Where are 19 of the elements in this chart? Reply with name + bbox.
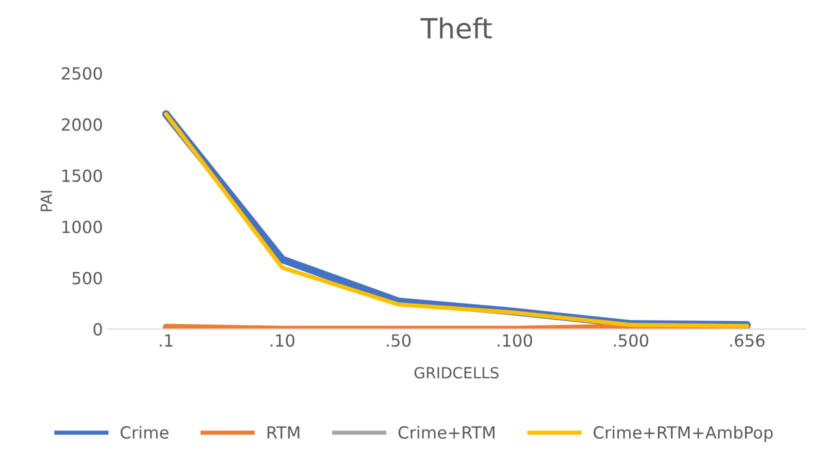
y-tick-label: 2500 — [62, 67, 102, 80]
legend-label: RTM — [268, 426, 300, 439]
x-tick-label: .10 — [270, 334, 294, 347]
y-tick-label: 500 — [72, 272, 102, 284]
y-tick-label: 1500 — [62, 169, 102, 182]
y-tick-label: 1000 — [62, 220, 102, 234]
x-tick-label: .100 — [498, 334, 532, 347]
x-tick-label: .1 — [160, 334, 172, 347]
x-axis-title: GRIDCELLS — [414, 366, 499, 379]
legend-label: Crime — [120, 426, 168, 439]
x-tick-label: .656 — [730, 334, 765, 347]
y-tick-label: 2000 — [62, 118, 102, 131]
chart-title: Theft — [420, 17, 492, 39]
legend-label: Crime+RTM+AmbPop — [594, 426, 773, 442]
x-tick-label: .500 — [614, 334, 648, 347]
y-axis-title: PAI — [40, 190, 52, 212]
x-tick-label: .50 — [386, 334, 411, 347]
legend-label: Crime+RTM — [398, 426, 494, 439]
y-tick-label: 0 — [94, 323, 102, 336]
